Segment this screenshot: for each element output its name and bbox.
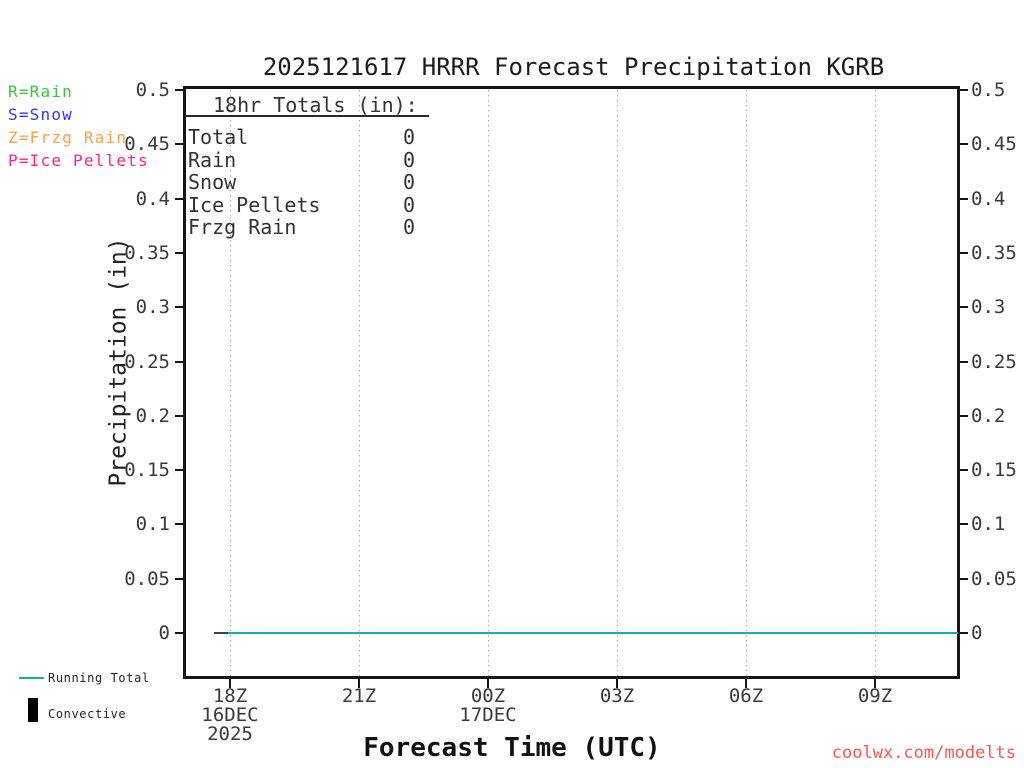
ytick-left <box>175 523 183 525</box>
convective-swatch <box>28 698 38 722</box>
ylabel-left: 0.15 <box>124 459 170 481</box>
ylabel-right: 0.35 <box>971 242 1017 264</box>
ytick-right <box>960 415 968 417</box>
ytick-right <box>960 361 968 363</box>
ylabel-right: 0.4 <box>971 188 1006 210</box>
ylabel-right: 0.2 <box>971 405 1006 427</box>
ytick-right <box>960 306 968 308</box>
ytick-left <box>175 252 183 254</box>
totals-row-snow: Snow 0 <box>188 171 415 194</box>
ylabel-left: 0.4 <box>135 188 170 210</box>
xlabel-21z: 21Z <box>341 685 377 707</box>
legend-snow: S=Snow <box>8 105 73 124</box>
totals-heading: 18hr Totals (in): <box>185 93 429 117</box>
gridline-09z <box>875 90 876 676</box>
ytick-left <box>175 143 183 145</box>
ylabel-left: 0.5 <box>135 79 170 101</box>
y-axis-title: Precipitation (in) <box>105 237 132 487</box>
ylabel-left: 0.25 <box>124 351 170 373</box>
gridline-21z <box>359 90 360 676</box>
ylabel-left: 0.3 <box>135 296 170 318</box>
xtick <box>229 679 231 688</box>
gridline-06z <box>746 90 747 676</box>
legend-frzg-rain: Z=Frzg Rain <box>8 128 128 147</box>
ytick-right <box>960 523 968 525</box>
ylabel-left: 0.05 <box>124 568 170 590</box>
ytick-right <box>960 469 968 471</box>
ylabel-right: 0.1 <box>971 513 1006 535</box>
totals-row-rain: Rain 0 <box>188 147 415 172</box>
precip-type-legend: R=Rain S=Snow Z=Frzg Rain P=Ice Pellets <box>8 80 149 172</box>
totals-label: Ice Pellets <box>188 192 321 217</box>
ylabel-left: 0.45 <box>124 133 170 155</box>
totals-row-total: Total 0 <box>188 126 415 149</box>
convective-label: Convective <box>48 707 127 721</box>
totals-label: Rain <box>188 147 237 172</box>
running-total-label: Running Total <box>48 671 150 685</box>
totals-label: Frzg Rain <box>188 215 297 239</box>
totals-row-ice-pellets: Ice Pellets 0 <box>188 192 415 217</box>
ylabel-right: 0.5 <box>971 79 1006 101</box>
ylabel-left: 0 <box>158 622 170 644</box>
ytick-left <box>175 198 183 200</box>
ytick-left <box>175 89 183 91</box>
xlabel-18z: 18Z <box>212 685 248 707</box>
totals-value: 0 <box>402 192 415 217</box>
ytick-left <box>175 361 183 363</box>
ytick-left <box>175 415 183 417</box>
ytick-right <box>960 89 968 91</box>
totals-table: Total 0 Rain 0 Snow 0 Ice Pellets 0 Frzg… <box>188 126 415 239</box>
running-total-line <box>228 632 958 634</box>
ytick-left <box>175 306 183 308</box>
ytick-right <box>960 143 968 145</box>
ylabel-right: 0.15 <box>971 459 1017 481</box>
ytick-right <box>960 252 968 254</box>
xlabel-03z: 03Z <box>599 685 635 707</box>
xtick <box>874 679 876 688</box>
gridline-00z <box>488 90 489 676</box>
xlabel-00z: 00Z <box>470 685 506 707</box>
ytick-left <box>175 578 183 580</box>
ylabel-right: 0.25 <box>971 351 1017 373</box>
xlabel-year: 2025 <box>207 723 253 745</box>
ytick-left <box>175 632 183 634</box>
watermark-url: coolwx.com/modelts <box>831 743 1016 763</box>
ylabel-left: 0.2 <box>135 405 170 427</box>
x-axis-title: Forecast Time (UTC) <box>363 733 661 763</box>
running-total-swatch <box>19 677 44 679</box>
xtick <box>745 679 747 688</box>
xtick <box>616 679 618 688</box>
totals-label: Snow <box>188 170 237 194</box>
ytick-right <box>960 632 968 634</box>
xlabel-09z: 09Z <box>857 685 893 707</box>
totals-value: 0 <box>402 170 415 194</box>
plot-area <box>183 86 960 679</box>
gridline-18z <box>230 90 231 676</box>
ylabel-left: 0.1 <box>135 513 170 535</box>
ytick-right <box>960 198 968 200</box>
xtick <box>487 679 489 688</box>
ylabel-left: 0.35 <box>124 242 170 264</box>
ylabel-right: 0.3 <box>971 296 1006 318</box>
totals-label: Total <box>188 125 249 149</box>
totals-row-frzg-rain: Frzg Rain 0 <box>188 216 415 239</box>
total-line-start-segment <box>214 632 228 634</box>
ylabel-right: 0.05 <box>971 568 1017 590</box>
legend-ice-pellets: P=Ice Pellets <box>8 151 149 170</box>
ytick-left <box>175 469 183 471</box>
totals-value: 0 <box>402 147 415 172</box>
xlabel-date: 16DEC <box>201 704 259 726</box>
gridline-03z <box>617 90 618 676</box>
xlabel-06z: 06Z <box>728 685 764 707</box>
ylabel-right: 0.45 <box>971 133 1017 155</box>
chart-title: 2025121617 HRRR Forecast Precipitation K… <box>262 53 885 81</box>
xtick <box>358 679 360 688</box>
totals-value: 0 <box>402 215 415 239</box>
totals-value: 0 <box>402 125 415 149</box>
legend-rain: R=Rain <box>8 82 73 101</box>
ytick-right <box>960 578 968 580</box>
xlabel-date: 17DEC <box>459 704 517 726</box>
ylabel-right: 0 <box>971 622 983 644</box>
